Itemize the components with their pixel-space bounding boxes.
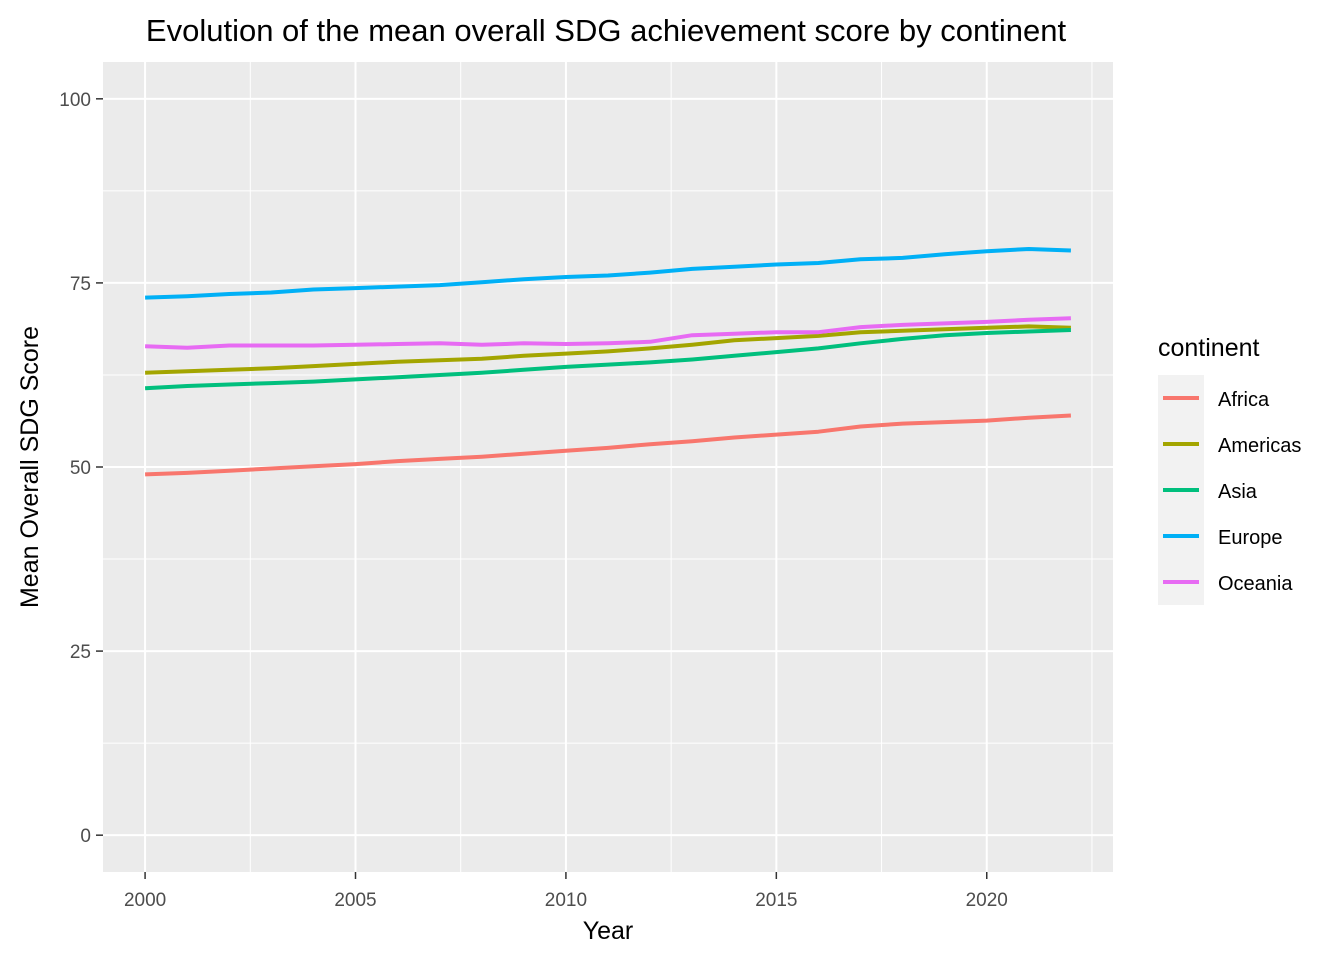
chart-title: Evolution of the mean overall SDG achiev…: [146, 13, 1067, 48]
y-tick-label: 25: [70, 642, 91, 663]
x-tick-label: 2000: [124, 890, 166, 911]
legend-title: continent: [1158, 334, 1260, 362]
series-lines: [144, 247, 1072, 477]
legend-label-americas: Americas: [1218, 435, 1301, 457]
y-axis: 0 25 50 75 100: [59, 90, 103, 847]
y-axis-title: Mean Overall SDG Score: [16, 326, 44, 608]
x-tick-label: 2010: [545, 890, 587, 911]
y-tick-label: 100: [59, 90, 91, 111]
x-tick-label: 2005: [334, 890, 376, 911]
series-line-africa: [145, 413, 1072, 477]
x-axis-title: Year: [583, 917, 634, 945]
x-tick-label: 2015: [755, 890, 797, 911]
y-tick-label: 75: [70, 274, 91, 295]
series-line-oceania: [145, 316, 1071, 350]
series-line-europe: [145, 247, 1071, 300]
legend: continent Africa Americas Asia Europe Oceani…: [1158, 334, 1301, 605]
x-tick-label: 2020: [966, 890, 1008, 911]
grid-major: [103, 62, 1113, 872]
legend-label-oceania: Oceania: [1218, 573, 1293, 595]
y-tick-label: 0: [80, 826, 91, 847]
y-tick-label: 50: [70, 458, 91, 479]
legend-label-asia: Asia: [1218, 481, 1258, 503]
legend-label-europe: Europe: [1218, 527, 1283, 549]
x-axis: 2000 2005 2010 2015 2020: [124, 872, 1008, 911]
legend-label-africa: Africa: [1218, 389, 1270, 411]
series-line-asia: [144, 328, 1071, 391]
series-line-americas: [145, 324, 1071, 375]
